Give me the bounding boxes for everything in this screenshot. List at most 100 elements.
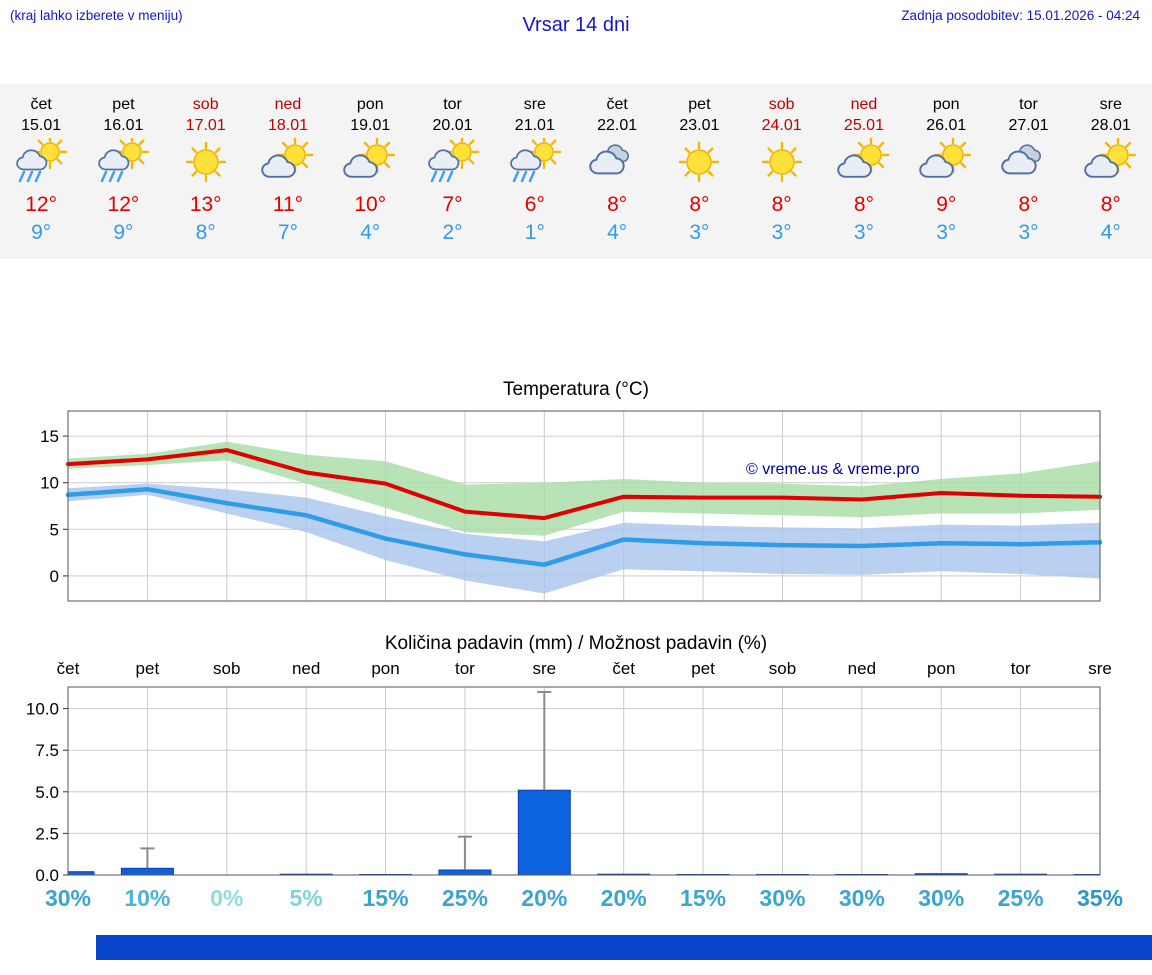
- day-date: 16.01: [103, 117, 144, 134]
- temp-chart-title: Temperatura (°C): [503, 379, 649, 400]
- watermark-link[interactable]: © vreme.us & vreme.pro: [746, 461, 920, 478]
- low-temp: 3°: [771, 221, 792, 244]
- svg-text:10.0: 10.0: [26, 700, 59, 719]
- day-date: 23.01: [679, 117, 720, 134]
- day-name: ned: [274, 96, 302, 113]
- day-label: sob: [213, 659, 241, 678]
- low-temp: 9°: [31, 221, 52, 244]
- day-label: pet: [691, 659, 715, 678]
- day-label: pon: [371, 659, 400, 678]
- high-temp: 8°: [853, 193, 874, 216]
- forecast-day: tor 20.01 7° 2°: [411, 94, 493, 247]
- day-label: ned: [291, 659, 321, 678]
- temp-chart-svg: 0 5 10 15: [40, 410, 1103, 602]
- high-temp: 10°: [354, 193, 387, 216]
- header-note: (kraj lahko izberete v meniju): [10, 8, 183, 23]
- high-temp: 6°: [524, 193, 545, 216]
- sun-icon: [165, 136, 247, 188]
- pop-row: 30% 10% 0% 5% 15% 25% 20% 20% 15% 30% 30% 30% 25% 35%: [0, 885, 1152, 917]
- high-temp: 8°: [1100, 193, 1121, 216]
- day-date: 27.01: [1008, 117, 1049, 134]
- sun-cloud-icon: [905, 136, 987, 188]
- forecast-day: pet 23.01 8° 3°: [658, 94, 740, 247]
- svg-text:2.5: 2.5: [35, 824, 59, 843]
- pop-label: 25%: [441, 885, 488, 911]
- day-date: 20.01: [432, 117, 473, 134]
- sun-cloud-rain-icon: [411, 136, 493, 188]
- day-date: 24.01: [761, 117, 802, 134]
- pop-label: 20%: [600, 885, 647, 911]
- day-date: 21.01: [514, 117, 555, 134]
- day-name: sob: [768, 96, 795, 113]
- forecast-day: ned 18.01 11° 7°: [247, 94, 329, 247]
- low-temp: 1°: [524, 221, 545, 244]
- day-name: tor: [443, 96, 462, 113]
- day-date: 26.01: [926, 117, 967, 134]
- sun-cloud-rain-icon: [494, 136, 576, 188]
- sun-icon: [741, 136, 823, 188]
- high-temp: 11°: [272, 193, 304, 216]
- day-date: 15.01: [21, 117, 62, 134]
- sun-cloud-icon: [247, 136, 329, 188]
- last-updated: Zadnja posodobitev: 15.01.2026 - 04:24: [901, 8, 1140, 23]
- low-temp: 8°: [195, 221, 216, 244]
- low-temp: 4°: [1100, 221, 1121, 244]
- day-label: čet: [56, 659, 80, 678]
- cloud-icon: [987, 136, 1069, 188]
- day-name: ned: [850, 96, 878, 113]
- low-temp: 3°: [936, 221, 957, 244]
- high-temp: 8°: [607, 193, 628, 216]
- high-temp: 7°: [442, 193, 463, 216]
- forecast-day: sob 17.01 13° 8°: [165, 94, 247, 247]
- day-name: tor: [1019, 96, 1038, 113]
- sun-icon: [658, 136, 740, 188]
- forecast-strip: čet 15.01 12° 9° pet 16.01 12° 9° sob 17.01 13° 8…: [0, 84, 1152, 259]
- forecast-day: pon 19.01 10° 4°: [329, 94, 411, 247]
- forecast-day: sre 21.01 6° 1°: [494, 94, 576, 247]
- low-temp: 3°: [689, 221, 710, 244]
- forecast-day: pet 16.01 12° 9°: [82, 94, 164, 247]
- pop-label: 30%: [918, 885, 965, 911]
- precip-day-labels: čet pet sob ned pon tor sre čet pet sob ned pon tor s…: [0, 659, 1152, 683]
- low-temp: 3°: [853, 221, 874, 244]
- low-temp: 7°: [277, 221, 299, 244]
- svg-text:5: 5: [50, 520, 59, 539]
- day-label: pet: [135, 659, 160, 678]
- footer-bar: [96, 935, 1152, 960]
- day-name: čet: [606, 96, 628, 113]
- svg-text:10: 10: [40, 474, 59, 493]
- precip-chart-svg: 0.0 2.5 5.0 7.5 10.0: [26, 686, 1101, 883]
- forecast-day: čet 15.01 12° 9°: [0, 94, 82, 247]
- day-name: pet: [112, 96, 135, 113]
- low-temp: 4°: [607, 221, 628, 244]
- svg-text:5.0: 5.0: [35, 783, 59, 802]
- day-label: tor: [455, 659, 475, 678]
- low-temp: 9°: [113, 221, 134, 244]
- day-label: čet: [612, 659, 636, 678]
- pop-label: 0%: [210, 885, 244, 911]
- day-name: pon: [932, 96, 960, 113]
- sun-cloud-icon: [823, 136, 905, 188]
- high-temp: 8°: [689, 193, 710, 216]
- svg-text:15: 15: [40, 427, 59, 446]
- pop-label: 15%: [680, 885, 727, 911]
- day-name: pet: [688, 96, 711, 113]
- pop-label: 30%: [44, 885, 92, 911]
- day-name: sre: [1099, 96, 1122, 113]
- day-name: pon: [356, 96, 384, 113]
- day-date: 28.01: [1090, 117, 1131, 134]
- svg-text:0: 0: [50, 567, 59, 586]
- page-title: Vrsar 14 dni: [522, 14, 630, 36]
- forecast-day: pon 26.01 9° 3°: [905, 94, 987, 247]
- sun-cloud-rain-icon: [82, 136, 164, 188]
- low-temp: 2°: [442, 221, 463, 244]
- sun-cloud-icon: [329, 136, 411, 188]
- day-label: pon: [927, 659, 956, 678]
- day-label: ned: [847, 659, 877, 678]
- precip-chart: 0.0 2.5 5.0 7.5 10.0: [0, 683, 1152, 883]
- high-temp: 13°: [189, 193, 222, 216]
- precip-chart-title: Količina padavin (mm) / Možnost padavin …: [384, 633, 768, 654]
- high-temp: 8°: [1018, 193, 1039, 216]
- day-date: 19.01: [350, 117, 391, 134]
